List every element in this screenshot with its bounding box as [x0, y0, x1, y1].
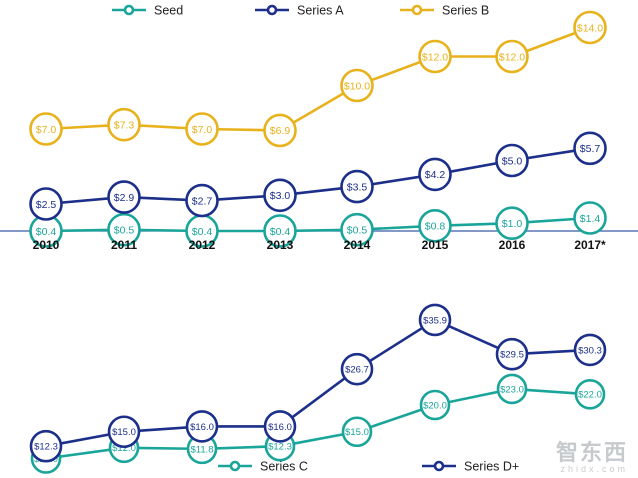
x-tick-label-2014: 2014	[344, 238, 371, 252]
series-b-data-label-2011: $7.3	[114, 119, 135, 131]
series-b-data-label-2014: $10.0	[344, 80, 370, 92]
x-tick-label-2015: 2015	[422, 238, 449, 252]
series-c-legend-label: Series C	[260, 460, 308, 474]
seed-data-label-2011: $0.5	[114, 224, 135, 236]
x-tick-label-2017: 2017*	[574, 238, 606, 252]
series-d-data-label-2012: $16.0	[190, 422, 214, 433]
series-c-data-label-2017: $22.0	[578, 390, 602, 401]
series-c-point-2014	[341, 416, 373, 448]
series-b-data-label-2010: $7.0	[36, 124, 57, 136]
series-b-point-2010	[29, 112, 63, 146]
series-a-data-label-2013: $3.0	[270, 190, 291, 202]
series-c-point-2016	[496, 373, 528, 405]
series-c-data-label-2012: $11.8	[190, 444, 213, 455]
series-a-point-2010	[29, 187, 63, 221]
series-c-data-label-2016: $23.0	[500, 384, 524, 395]
series-a-data-label-2011: $2.9	[114, 192, 135, 204]
series-d-data-label-2016: $29.5	[500, 350, 524, 361]
series-b-point-2013	[263, 113, 297, 148]
series-d-data-label-2014: $26.7	[345, 365, 369, 376]
series-d-point-2012	[185, 410, 219, 443]
series-c-data-label-2015: $20.0	[423, 400, 447, 411]
seed-point-2017	[573, 201, 607, 235]
series-d-data-label-2013: $16.0	[268, 422, 292, 433]
series-b-point-2016	[495, 39, 529, 74]
watermark: 智东西 zhidx.com	[555, 440, 628, 475]
series-d-point-2015	[418, 303, 452, 337]
series-a-data-label-2014: $3.5	[347, 181, 368, 193]
seed-point-2014	[340, 212, 374, 247]
series-a-point-2016	[495, 143, 529, 178]
series-a-data-label-2010: $2.5	[36, 199, 57, 211]
watermark-url: zhidx.com	[560, 464, 628, 474]
series-b-data-label-2017: $14.0	[577, 22, 603, 34]
series-d-legend-marker	[433, 460, 445, 472]
x-tick-label-2010: 2010	[33, 238, 60, 252]
series-c-point-2017	[574, 378, 606, 410]
series-b-point-2015	[418, 39, 452, 74]
series-b-legend-marker	[411, 4, 423, 16]
series-a-point-2012	[185, 183, 219, 218]
x-tick-label-2011: 2011	[111, 238, 137, 252]
series-b-point-2011	[107, 107, 141, 142]
series-b-legend-label: Series B	[442, 4, 489, 18]
series-a-data-label-2015: $4.2	[425, 169, 446, 181]
series-a-point-2011	[107, 180, 141, 214]
series-d-point-2011	[107, 415, 141, 449]
seed-point-2015	[418, 209, 452, 243]
series-c-legend-marker	[229, 460, 241, 472]
seed-data-label-2012: $0.4	[192, 226, 213, 238]
x-tick-label-2012: 2012	[189, 238, 216, 252]
seed-legend-marker	[123, 4, 135, 16]
series-b-point-2017	[573, 10, 607, 45]
seed-data-label-2017: $1.4	[580, 213, 601, 225]
series-a-point-2014	[340, 169, 374, 204]
series-a-data-label-2016: $5.0	[502, 155, 523, 167]
series-c-data-label-2013: $12.3	[268, 442, 292, 453]
series-a-point-2017	[573, 131, 607, 166]
series-d-point-2017	[573, 333, 607, 367]
series-c-data-label-2014: $15.0	[345, 427, 369, 438]
series-a-legend-marker	[266, 4, 278, 16]
seed-data-label-2013: $0.4	[270, 226, 291, 238]
series-a-legend-label: Series A	[297, 4, 344, 18]
series-b-point-2014	[340, 68, 374, 103]
series-a-point-2013	[263, 178, 297, 213]
series-a-data-label-2012: $2.7	[192, 195, 213, 207]
watermark-logo: 智东西	[555, 440, 628, 465]
seed-data-label-2016: $1.0	[502, 218, 523, 230]
series-d-point-2013	[263, 410, 297, 443]
series-b-data-label-2012: $7.0	[192, 124, 213, 136]
x-tick-label-2016: 2016	[499, 238, 526, 252]
series-d-data-label-2015: $35.9	[423, 315, 447, 326]
series-d-legend-label: Series D+	[464, 460, 519, 474]
seed-point-2016	[495, 206, 529, 240]
series-d-data-label-2010: $12.3	[34, 442, 58, 453]
seed-point-2013	[263, 214, 297, 248]
series-b-point-2012	[185, 112, 219, 146]
seed-data-label-2015: $0.8	[425, 221, 446, 233]
series-a-point-2015	[418, 157, 452, 192]
series-b-data-label-2016: $12.0	[499, 51, 525, 63]
seed-data-label-2014: $0.5	[347, 224, 368, 236]
series-d-point-2016	[495, 337, 529, 371]
series-d-point-2014	[340, 352, 374, 386]
series-b-data-label-2013: $6.9	[270, 125, 291, 137]
seed-legend-label: Seed	[154, 4, 183, 18]
seed-data-label-2010: $0.4	[36, 226, 57, 238]
series-c-data-label-2011: $12.0	[112, 443, 136, 454]
series-d-data-label-2017: $30.3	[578, 345, 602, 356]
series-d-point-2010	[29, 429, 63, 463]
series-b-data-label-2015: $12.0	[422, 51, 448, 63]
series-a-data-label-2017: $5.7	[580, 143, 601, 155]
series-d-data-label-2011: $15.0	[112, 427, 136, 438]
x-tick-label-2013: 2013	[267, 238, 294, 252]
series-c-point-2015	[419, 389, 451, 421]
seed-point-2011	[107, 212, 141, 247]
